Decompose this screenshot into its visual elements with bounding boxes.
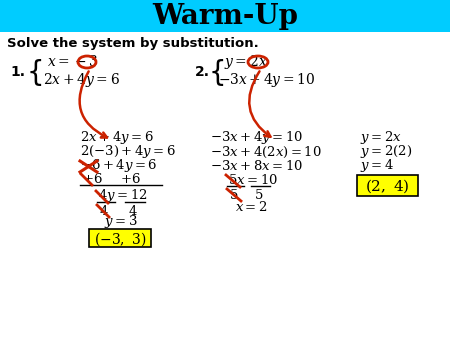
Text: $\{$: $\{$ xyxy=(26,56,42,88)
Text: $2(-3)+4y=6$: $2(-3)+4y=6$ xyxy=(80,144,176,161)
Text: $-3x+8x=10$: $-3x+8x=10$ xyxy=(210,159,303,173)
Text: $(-3,\ 3)$: $(-3,\ 3)$ xyxy=(94,230,146,248)
Text: $2x+4y=6$: $2x+4y=6$ xyxy=(43,71,120,89)
Text: 2.: 2. xyxy=(195,65,210,79)
Text: 1.: 1. xyxy=(10,65,25,79)
Text: $y=2x$: $y=2x$ xyxy=(360,129,402,146)
Text: $\{$: $\{$ xyxy=(208,56,224,88)
Text: $-6+4y=6$: $-6+4y=6$ xyxy=(80,158,158,174)
Text: $+6$: $+6$ xyxy=(120,172,141,186)
Text: $4y=12$: $4y=12$ xyxy=(98,188,148,204)
Text: $5x=10$: $5x=10$ xyxy=(228,173,278,187)
FancyBboxPatch shape xyxy=(89,229,151,247)
Text: $5$: $5$ xyxy=(229,188,239,202)
Text: $y=4$: $y=4$ xyxy=(360,158,394,174)
Text: Solve the system by substitution.: Solve the system by substitution. xyxy=(7,38,259,50)
Text: $-3x+4y=10$: $-3x+4y=10$ xyxy=(218,71,315,89)
Text: $4$: $4$ xyxy=(99,204,109,218)
FancyBboxPatch shape xyxy=(0,0,450,32)
Text: $-3x+4(2x)=10$: $-3x+4(2x)=10$ xyxy=(210,144,322,160)
Text: $x=2$: $x=2$ xyxy=(235,200,268,214)
Text: $x=-3$: $x=-3$ xyxy=(47,54,99,70)
Text: $(2,\ 4)$: $(2,\ 4)$ xyxy=(364,177,410,195)
FancyBboxPatch shape xyxy=(356,174,418,195)
Text: $2x+4y=6$: $2x+4y=6$ xyxy=(80,129,154,146)
Text: Warm-Up: Warm-Up xyxy=(152,3,298,30)
Text: $-3x+4y=10$: $-3x+4y=10$ xyxy=(210,129,303,146)
Text: $5$: $5$ xyxy=(254,188,263,202)
Text: $y=2(2)$: $y=2(2)$ xyxy=(360,144,412,161)
Text: $y=2x$: $y=2x$ xyxy=(224,53,268,71)
Text: $4$: $4$ xyxy=(128,204,138,218)
Text: $y=3$: $y=3$ xyxy=(104,214,138,231)
Text: $+6$: $+6$ xyxy=(82,172,103,186)
